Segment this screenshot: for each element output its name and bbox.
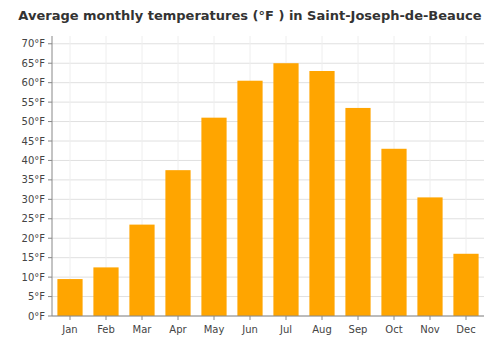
y-tick — [48, 160, 52, 161]
x-tick-label: Apr — [169, 324, 187, 335]
x-tick-label: Dec — [456, 324, 475, 335]
x-tick-label: Feb — [97, 324, 115, 335]
x-grid-line — [70, 36, 71, 316]
y-tick — [48, 43, 52, 44]
x-tick — [178, 316, 179, 320]
y-tick — [48, 238, 52, 239]
y-tick — [48, 316, 52, 317]
y-tick-label: 45°F — [22, 136, 46, 147]
chart-container: Average monthly temperatures (°F ) in Sa… — [0, 0, 500, 350]
y-grid-line — [52, 63, 484, 64]
y-tick — [48, 82, 52, 83]
x-tick-label: Jul — [279, 324, 292, 335]
y-tick — [48, 102, 52, 103]
x-tick — [358, 316, 359, 320]
y-tick — [48, 257, 52, 258]
y-grid-line — [52, 160, 484, 161]
x-tick-label: Aug — [312, 324, 332, 335]
x-tick — [250, 316, 251, 320]
x-tick — [394, 316, 395, 320]
bar — [309, 71, 334, 316]
y-tick-label: 65°F — [22, 58, 46, 69]
y-tick — [48, 63, 52, 64]
y-tick-label: 5°F — [28, 291, 45, 302]
bar — [237, 81, 262, 316]
x-tick — [286, 316, 287, 320]
y-grid-line — [52, 179, 484, 180]
y-grid-line — [52, 102, 484, 103]
x-tick — [142, 316, 143, 320]
y-tick-label: 15°F — [22, 252, 46, 263]
y-grid-line — [52, 43, 484, 44]
y-tick — [48, 199, 52, 200]
chart-svg: Average monthly temperatures (°F ) in Sa… — [0, 0, 500, 350]
x-tick — [430, 316, 431, 320]
y-tick-label: 0°F — [28, 311, 45, 322]
y-axis-line — [52, 36, 53, 316]
y-grid-line — [52, 141, 484, 142]
x-tick-label: Jun — [241, 324, 258, 335]
grid — [52, 36, 484, 316]
y-tick — [48, 296, 52, 297]
bar — [165, 170, 190, 316]
x-tick — [70, 316, 71, 320]
y-tick-label: 70°F — [22, 38, 46, 49]
x-tick-label: Oct — [385, 324, 402, 335]
y-tick-label: 55°F — [22, 97, 46, 108]
x-tick-label: Sep — [349, 324, 368, 335]
x-tick-label: May — [204, 324, 225, 335]
x-tick — [214, 316, 215, 320]
bar — [93, 267, 118, 316]
y-tick-label: 40°F — [22, 155, 46, 166]
y-grid-line — [52, 82, 484, 83]
bar — [57, 279, 82, 316]
x-tick-label: Nov — [420, 324, 440, 335]
bar — [453, 254, 478, 316]
y-tick — [48, 218, 52, 219]
y-grid-line — [52, 316, 484, 317]
bars — [57, 63, 478, 316]
bar — [345, 108, 370, 316]
y-tick — [48, 179, 52, 180]
x-tick-label: Mar — [133, 324, 153, 335]
bar — [129, 225, 154, 316]
x-tick-label: Jan — [61, 324, 77, 335]
x-tick — [106, 316, 107, 320]
y-tick-label: 50°F — [22, 116, 46, 127]
bar — [381, 149, 406, 316]
y-tick-label: 30°F — [22, 194, 46, 205]
x-tick — [322, 316, 323, 320]
y-tick-label: 35°F — [22, 174, 46, 185]
x-axis-line — [52, 316, 484, 317]
y-tick — [48, 277, 52, 278]
y-tick-label: 20°F — [22, 233, 46, 244]
y-grid-line — [52, 121, 484, 122]
bar — [273, 63, 298, 316]
y-tick-label: 10°F — [22, 272, 46, 283]
bar — [417, 197, 442, 316]
axes: 0°F 5°F 10°F 15°F 20°F 25°F 30°F 35°F 40°F 45°F 50… — [22, 36, 484, 335]
y-tick-label: 25°F — [22, 213, 46, 224]
y-tick — [48, 121, 52, 122]
y-tick — [48, 141, 52, 142]
bar — [201, 118, 226, 316]
x-tick — [466, 316, 467, 320]
y-tick-label: 60°F — [22, 77, 46, 88]
chart-title: Average monthly temperatures (°F ) in Sa… — [18, 8, 481, 23]
